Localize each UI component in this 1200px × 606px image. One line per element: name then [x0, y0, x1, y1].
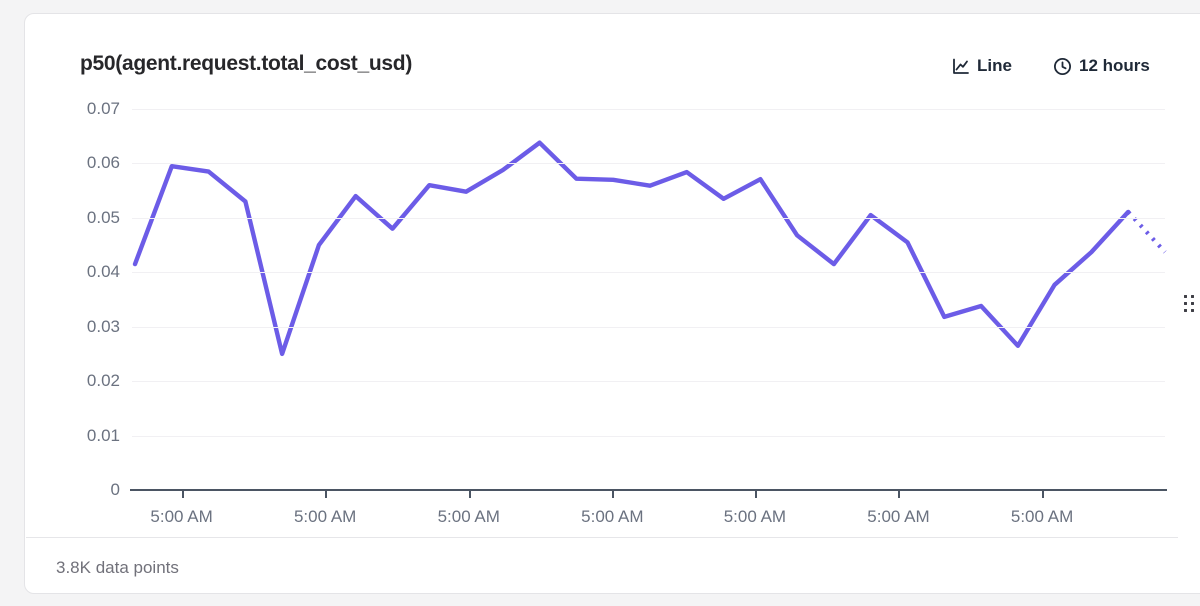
y-axis-label: 0.05: [86, 207, 120, 227]
y-axis-label: 0: [110, 480, 120, 499]
y-axis-label: 0.03: [86, 316, 120, 336]
footer-divider: [26, 537, 1178, 538]
x-axis-line: [130, 489, 1167, 491]
gridline: [132, 435, 1165, 437]
y-axis-label: 0.06: [86, 153, 120, 173]
gridline: [132, 109, 1165, 110]
x-axis-tick: [468, 491, 471, 498]
x-axis-label: 5:00 AM: [437, 507, 500, 526]
time-range-button[interactable]: 12 hours: [1053, 56, 1150, 76]
x-axis-label: 5:00 AM: [581, 507, 644, 526]
chart-plot-area[interactable]: 0 0.01 0.02 0.03 0.04 0.05 0.06 0.07 5:00 AM 5:00…: [87, 99, 1167, 526]
x-axis-label: 5:00 AM: [1010, 507, 1074, 526]
x-axis-label: 5:00 AM: [293, 507, 357, 526]
x-axis-tick: [898, 491, 901, 498]
time-range-label: 12 hours: [1079, 56, 1150, 75]
x-axis-tick: [612, 491, 615, 498]
chart-type-label: Line: [977, 56, 1012, 75]
y-axis-label: 0.07: [86, 99, 120, 118]
metric-line-series: [132, 140, 1167, 357]
x-axis-tick: [181, 491, 184, 498]
x-axis-tick: [754, 491, 757, 498]
chart-type-button[interactable]: Line: [951, 56, 1012, 76]
line-chart-icon: [951, 57, 970, 76]
gridline: [132, 381, 1165, 383]
x-axis-label: 5:00 AM: [723, 507, 787, 526]
gridline: [132, 163, 1165, 165]
drag-grip-icon[interactable]: [1184, 295, 1195, 313]
gridline: [132, 272, 1165, 274]
x-axis-label: 5:00 AM: [867, 507, 930, 526]
y-axis-label: 0.04: [86, 262, 120, 282]
y-axis-label: 0.02: [86, 371, 120, 391]
metric-chart-card: p50(agent.request.total_cost_usd) Line 1…: [24, 13, 1200, 594]
line-series-solid: [132, 140, 1131, 357]
x-axis-label: 5:00 AM: [150, 507, 213, 526]
chart-title: p50(agent.request.total_cost_usd): [80, 52, 413, 75]
gridline: [132, 217, 1165, 219]
y-axis-label: 0.01: [86, 425, 120, 445]
data-points-count: 3.8K data points: [56, 558, 179, 577]
gridline: [132, 326, 1165, 328]
x-axis-tick: [1042, 491, 1045, 498]
clock-icon: [1053, 57, 1072, 76]
x-axis-tick: [325, 491, 328, 498]
